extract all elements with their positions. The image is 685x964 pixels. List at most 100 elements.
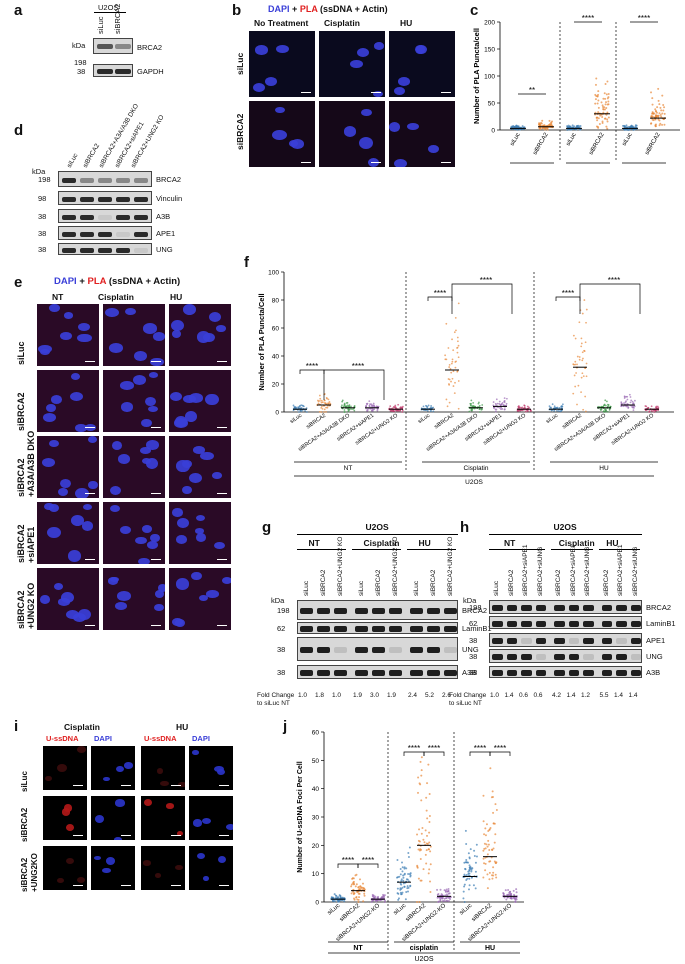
scale-bar bbox=[85, 558, 95, 560]
band bbox=[98, 177, 112, 183]
f-point bbox=[634, 399, 636, 402]
f-point bbox=[449, 367, 452, 370]
band bbox=[616, 670, 627, 676]
band bbox=[601, 605, 612, 611]
panel-label-d: d bbox=[14, 122, 24, 139]
j-sig-bracket bbox=[357, 863, 379, 868]
nucleus bbox=[157, 584, 165, 592]
f-point bbox=[394, 406, 397, 409]
d-kda: 198 bbox=[38, 175, 51, 184]
nucleus bbox=[141, 418, 152, 427]
nucleus bbox=[60, 479, 71, 488]
c-point bbox=[538, 127, 541, 130]
band bbox=[568, 670, 579, 676]
band bbox=[535, 638, 546, 644]
c-point bbox=[516, 125, 519, 128]
band bbox=[444, 670, 457, 676]
nucleus bbox=[105, 857, 115, 865]
c-point bbox=[594, 93, 597, 96]
nucleus bbox=[109, 505, 121, 513]
e-row-label: siLuc bbox=[16, 341, 26, 365]
j-point bbox=[488, 878, 491, 881]
nucleus bbox=[154, 873, 162, 879]
band bbox=[410, 647, 423, 653]
f-point bbox=[499, 407, 501, 409]
nucleus bbox=[147, 405, 158, 413]
scale-bar bbox=[151, 492, 161, 494]
c-point bbox=[659, 106, 662, 109]
nucleus bbox=[140, 447, 151, 454]
j-point bbox=[416, 901, 419, 903]
c-point bbox=[655, 114, 658, 117]
j-point bbox=[504, 889, 507, 892]
band bbox=[80, 231, 94, 237]
f-point bbox=[430, 404, 433, 407]
f-point bbox=[622, 405, 625, 408]
j-point bbox=[492, 811, 495, 814]
c-point bbox=[544, 128, 547, 131]
f-point bbox=[320, 399, 323, 402]
j-point bbox=[405, 867, 408, 870]
b-col-2: HU bbox=[400, 18, 413, 28]
f-point bbox=[343, 403, 346, 406]
band bbox=[427, 626, 440, 632]
c-xtick-label: siBRCA2 bbox=[644, 131, 662, 156]
f-point bbox=[318, 410, 321, 413]
f-point bbox=[631, 400, 634, 403]
f-point bbox=[653, 411, 656, 413]
panel_g-protein: BRCA2 bbox=[462, 606, 488, 615]
j-point bbox=[419, 783, 422, 786]
j-point bbox=[354, 885, 357, 888]
nucleus bbox=[184, 410, 198, 422]
nucleus bbox=[255, 45, 268, 55]
f-point bbox=[341, 399, 344, 402]
nucleus bbox=[176, 830, 184, 837]
f-point bbox=[582, 408, 585, 411]
j-point bbox=[468, 884, 471, 887]
j-point bbox=[401, 870, 404, 873]
nucleus bbox=[193, 819, 202, 827]
nucleus bbox=[66, 824, 75, 832]
panel_g-fold-value: 1.0 bbox=[298, 692, 308, 699]
panel-label-f: f bbox=[244, 254, 249, 271]
e-row-label: siBRCA2 bbox=[16, 590, 26, 629]
f-point bbox=[453, 392, 456, 395]
j-point bbox=[437, 892, 440, 895]
c-point bbox=[597, 93, 600, 96]
f-point bbox=[445, 398, 448, 401]
c-point bbox=[596, 125, 599, 128]
panel_g-lane-label: siLuc bbox=[357, 580, 365, 596]
f-point bbox=[468, 410, 471, 413]
j-point bbox=[400, 879, 403, 882]
j-point bbox=[484, 834, 487, 837]
f-point bbox=[519, 409, 522, 412]
j-point bbox=[333, 900, 336, 903]
panel_h-lane-label: siBRCA2 bbox=[602, 569, 610, 596]
f-point bbox=[323, 393, 326, 395]
scale-bar bbox=[73, 834, 83, 836]
band bbox=[80, 214, 94, 220]
j-point bbox=[404, 898, 407, 901]
c-xtick-label: siBRCA2 bbox=[588, 131, 606, 156]
panel_h-kda: 38 bbox=[469, 668, 478, 677]
j-point bbox=[372, 895, 375, 898]
d-blot-a3b bbox=[58, 209, 152, 223]
c-point bbox=[598, 123, 601, 126]
j-point bbox=[336, 896, 339, 899]
e-micrograph bbox=[102, 567, 166, 631]
f-point bbox=[371, 404, 374, 407]
c-sig: **** bbox=[582, 14, 594, 23]
j-point bbox=[483, 862, 486, 865]
nucleus bbox=[45, 403, 56, 413]
nucleus bbox=[49, 439, 59, 447]
nucleus bbox=[134, 536, 147, 545]
j-point bbox=[397, 898, 400, 901]
b-col-1: Cisplatin bbox=[324, 18, 360, 28]
f-point bbox=[457, 356, 460, 359]
f-point bbox=[446, 405, 449, 408]
f-point bbox=[454, 361, 457, 363]
c-point bbox=[656, 106, 659, 109]
c-ylabel: Number of PLA Puncta/cell bbox=[472, 28, 481, 124]
j-point bbox=[333, 893, 336, 896]
scale-bar bbox=[85, 360, 95, 362]
